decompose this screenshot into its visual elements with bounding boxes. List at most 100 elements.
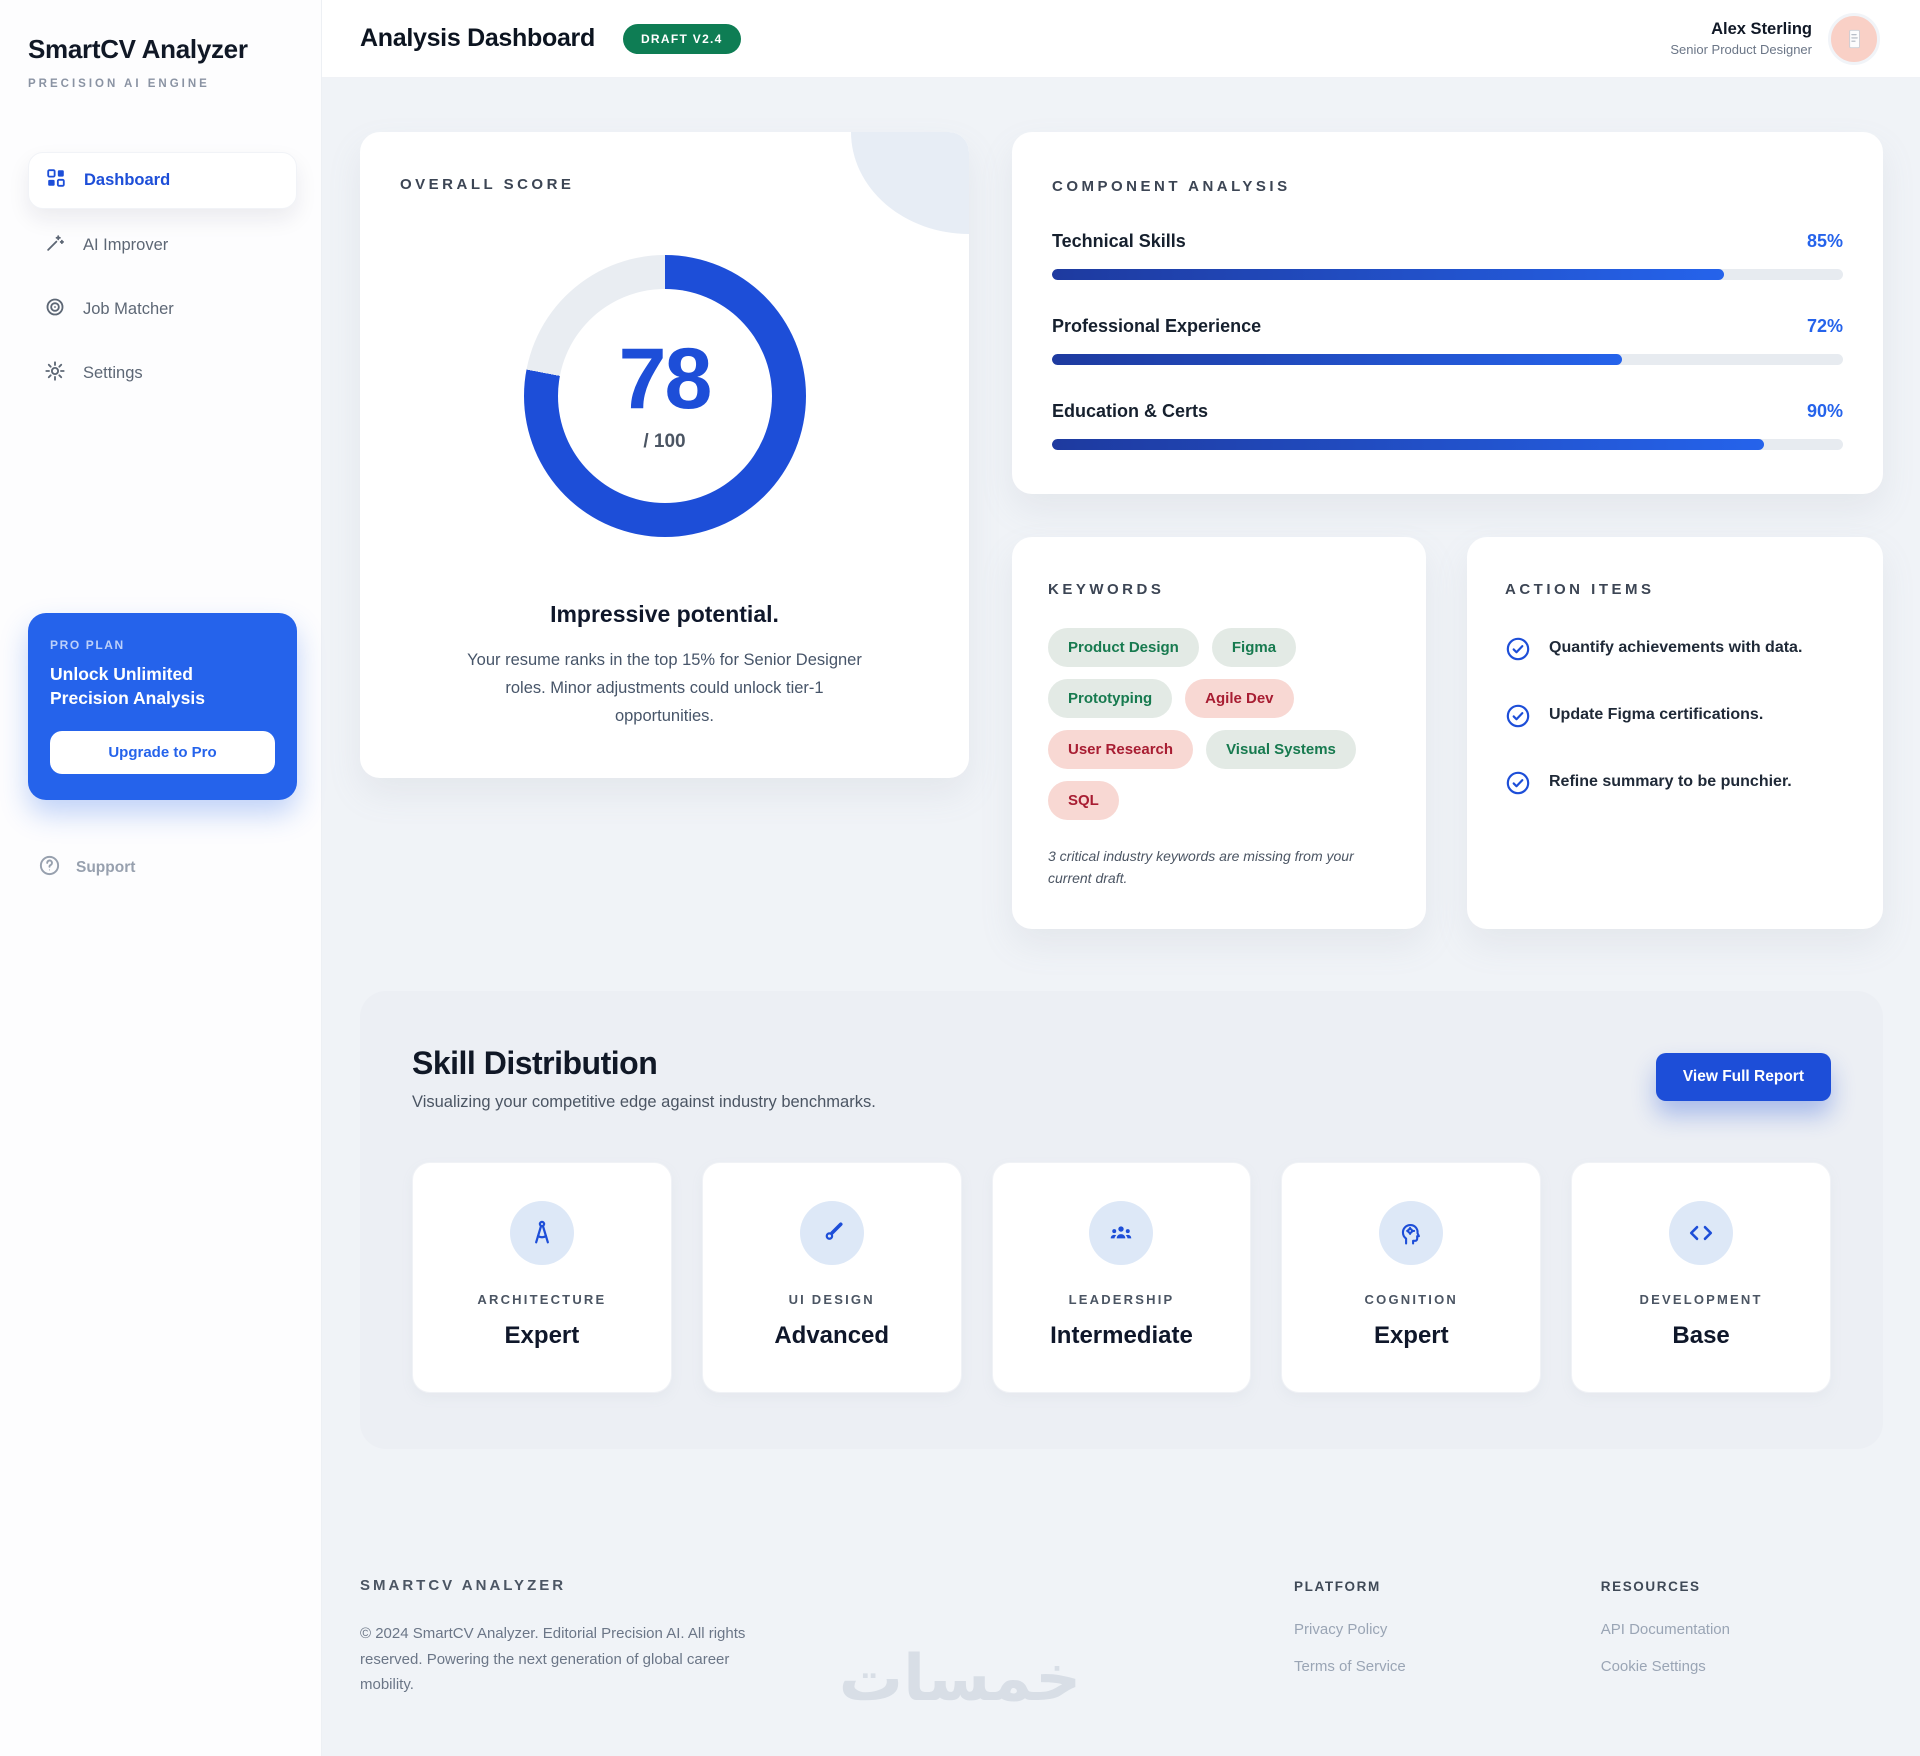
- team-icon: [1089, 1201, 1154, 1266]
- action-items-card: ACTION ITEMS Quantify ac: [1467, 537, 1883, 930]
- pro-plan-title: Unlock Unlimited Precision Analysis: [50, 664, 205, 708]
- terms-of-service-link[interactable]: Terms of Service: [1294, 1658, 1406, 1676]
- skill-label: DEVELOPMENT: [1639, 1292, 1763, 1308]
- draft-version-badge: DRAFT V2.4: [622, 23, 741, 54]
- skill-level: Base: [1672, 1322, 1730, 1350]
- dashboard-icon: [45, 167, 67, 194]
- keyword-tag-missing[interactable]: Agile Dev: [1185, 679, 1294, 718]
- gear-icon: [44, 360, 66, 387]
- skill-card-ui-design: UI DESIGN Advanced: [701, 1162, 962, 1394]
- target-icon: [44, 296, 66, 323]
- user-name: Alex Sterling: [1711, 20, 1812, 38]
- main-column: Analysis Dashboard DRAFT V2.4 Alex Sterl…: [322, 0, 1920, 1756]
- component-label: Technical Skills: [1052, 231, 1186, 251]
- corner-decoration: [851, 132, 969, 234]
- keyword-tag-missing[interactable]: SQL: [1048, 781, 1119, 820]
- action-item-text: Refine summary to be punchier.: [1549, 773, 1792, 790]
- action-item: Update Figma certifications.: [1505, 703, 1845, 734]
- component-row-education-certs: Education & Certs 90%: [1052, 401, 1843, 450]
- progress-bar-fill: [1052, 269, 1725, 280]
- keywords-card: KEYWORDS Product Design Figma Prototypin…: [1012, 537, 1426, 930]
- skill-card-leadership: LEADERSHIP Intermediate: [991, 1162, 1252, 1394]
- sidebar-item-dashboard[interactable]: Dashboard: [28, 152, 297, 209]
- component-label: Education & Certs: [1052, 401, 1209, 421]
- skill-cards-grid: ARCHITECTURE Expert UI DESIGN Advanced: [412, 1162, 1831, 1394]
- footer-brand-block: SMARTCV ANALYZER © 2024 SmartCV Analyzer…: [360, 1577, 780, 1698]
- skill-level: Advanced: [774, 1322, 890, 1350]
- check-circle-icon: [1505, 703, 1531, 734]
- progress-bar-track: [1052, 269, 1843, 280]
- avatar-placeholder-icon: [1849, 29, 1860, 48]
- footer-brand: SMARTCV ANALYZER: [360, 1577, 567, 1595]
- action-items-heading: ACTION ITEMS: [1505, 581, 1655, 598]
- sidebar-nav: Dashboard AI Improver: [28, 152, 297, 401]
- skill-label: ARCHITECTURE: [477, 1292, 607, 1308]
- component-row-professional-experience: Professional Experience 72%: [1052, 316, 1843, 365]
- keyword-tag[interactable]: Visual Systems: [1206, 730, 1356, 769]
- sidebar-item-label: Job Matcher: [83, 300, 174, 318]
- sidebar-item-ai-improver[interactable]: AI Improver: [28, 218, 297, 273]
- check-circle-icon: [1505, 636, 1531, 667]
- privacy-policy-link[interactable]: Privacy Policy: [1294, 1621, 1388, 1639]
- brush-icon: [799, 1201, 864, 1266]
- pro-plan-card: PRO PLAN Unlock Unlimited Precision Anal…: [28, 613, 297, 801]
- compass-icon: [509, 1201, 574, 1266]
- skill-label: LEADERSHIP: [1068, 1292, 1175, 1308]
- progress-bar-track: [1052, 354, 1843, 365]
- progress-bar-fill: [1052, 354, 1622, 365]
- user-menu[interactable]: Alex Sterling Senior Product Designer: [1670, 12, 1880, 65]
- skill-label: COGNITION: [1364, 1292, 1459, 1308]
- footer-copyright: © 2024 SmartCV Analyzer. Editorial Preci…: [360, 1625, 746, 1694]
- keyword-tag-missing[interactable]: User Research: [1048, 730, 1194, 769]
- component-percentage: 85%: [1806, 231, 1843, 251]
- skill-card-development: DEVELOPMENT Base: [1571, 1162, 1831, 1394]
- action-item: Refine summary to be punchier.: [1505, 770, 1845, 801]
- overall-score-heading: OVERALL SCORE: [400, 176, 575, 193]
- api-documentation-link[interactable]: API Documentation: [1600, 1621, 1730, 1639]
- keywords-heading: KEYWORDS: [1048, 581, 1165, 598]
- component-percentage: 72%: [1806, 316, 1843, 336]
- overall-score-card: OVERALL SCORE 78 / 100 Impressive potent…: [360, 132, 969, 779]
- skill-label: UI DESIGN: [788, 1292, 875, 1308]
- sidebar-item-label: Settings: [83, 364, 143, 382]
- keyword-tag[interactable]: Figma: [1211, 628, 1297, 667]
- avatar[interactable]: [1828, 12, 1880, 65]
- sidebar-item-settings[interactable]: Settings: [28, 346, 297, 401]
- action-item: Quantify achievements with data.: [1505, 636, 1845, 667]
- keyword-tags: Product Design Figma Prototyping Agile D…: [1048, 628, 1390, 820]
- code-icon: [1669, 1201, 1734, 1266]
- topbar: Analysis Dashboard DRAFT V2.4 Alex Sterl…: [322, 0, 1920, 78]
- component-analysis-card: COMPONENT ANALYSIS Technical Skills 85%: [1012, 132, 1883, 494]
- cookie-settings-link[interactable]: Cookie Settings: [1600, 1658, 1706, 1676]
- progress-bar-track: [1052, 439, 1843, 450]
- component-label: Professional Experience: [1052, 316, 1262, 336]
- score-headline: Impressive potential.: [550, 601, 779, 627]
- app-tagline: PRECISION AI ENGINE: [28, 78, 210, 90]
- wand-icon: [44, 232, 66, 259]
- footer-column-resources: RESOURCES API Documentation Cookie Setti…: [1601, 1579, 1730, 1698]
- support-link[interactable]: Support: [28, 854, 297, 882]
- action-items-list: Quantify achievements with data.: [1505, 636, 1845, 801]
- keyword-tag[interactable]: Product Design: [1048, 628, 1199, 667]
- component-analysis-heading: COMPONENT ANALYSIS: [1052, 178, 1291, 195]
- sidebar-item-label: Dashboard: [84, 171, 171, 189]
- upgrade-to-pro-button[interactable]: Upgrade to Pro: [50, 731, 275, 775]
- sidebar-item-label: AI Improver: [83, 236, 169, 254]
- score-denominator: / 100: [643, 430, 686, 452]
- keywords-note: 3 critical industry keywords are missing…: [1048, 848, 1354, 886]
- skill-card-cognition: COGNITION Expert: [1281, 1162, 1542, 1394]
- check-circle-icon: [1505, 770, 1531, 801]
- score-donut-chart: 78 / 100: [523, 255, 806, 537]
- sidebar-item-job-matcher[interactable]: Job Matcher: [28, 282, 297, 337]
- action-item-text: Update Figma certifications.: [1549, 706, 1764, 723]
- support-label: Support: [76, 859, 136, 877]
- skill-level: Expert: [504, 1322, 580, 1350]
- help-icon: [38, 854, 61, 882]
- page-footer: SMARTCV ANALYZER © 2024 SmartCV Analyzer…: [322, 1577, 1920, 1756]
- skill-distribution-title: Skill Distribution: [412, 1045, 658, 1082]
- view-full-report-button[interactable]: View Full Report: [1655, 1053, 1831, 1102]
- component-row-technical-skills: Technical Skills 85%: [1052, 231, 1843, 280]
- pro-plan-eyebrow: PRO PLAN: [50, 638, 125, 652]
- keyword-tag[interactable]: Prototyping: [1048, 679, 1173, 718]
- component-percentage: 90%: [1806, 401, 1843, 421]
